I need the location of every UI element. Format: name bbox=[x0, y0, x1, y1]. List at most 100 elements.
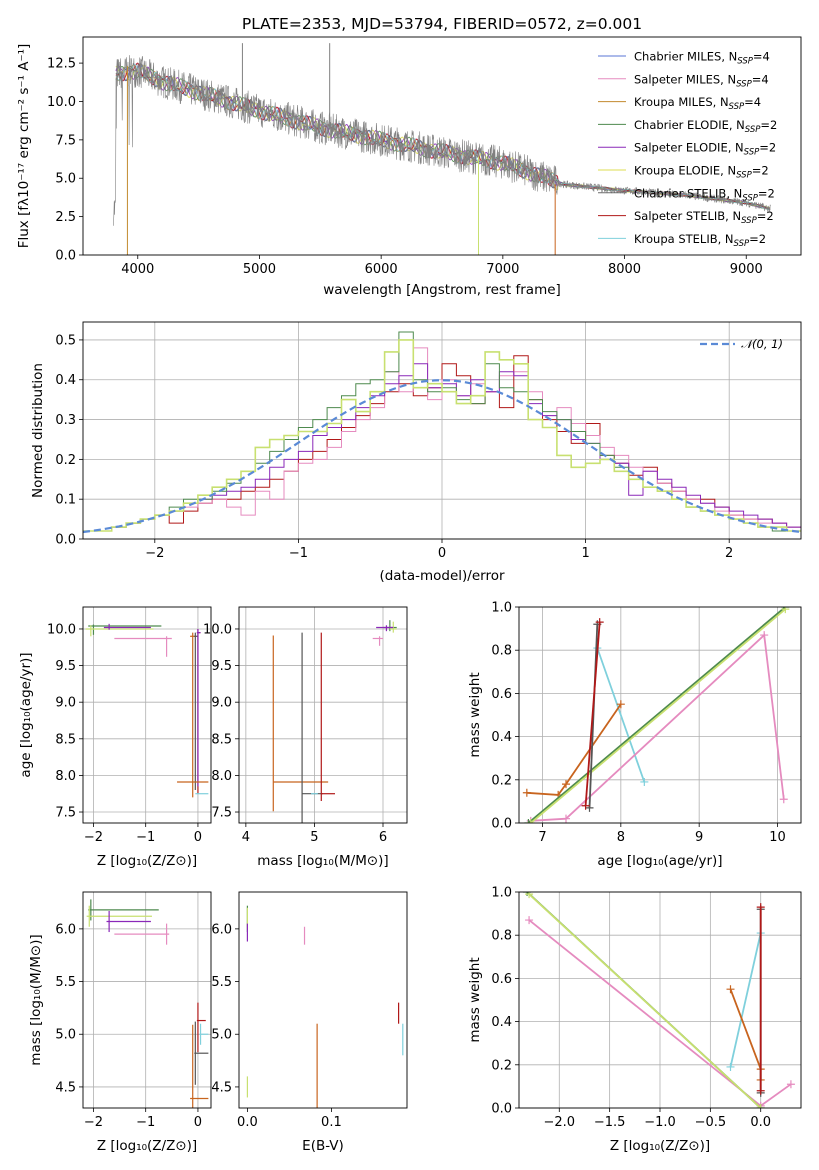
y-tick-label: 0.6 bbox=[491, 687, 512, 702]
x-axis-label: Z [log₁₀(Z/Z⊙)] bbox=[97, 1138, 197, 1154]
axes-frame bbox=[518, 891, 802, 1109]
legend-entry: Kroupa STELIB, NSSP=2 bbox=[634, 232, 766, 249]
x-tick-label: 0.0 bbox=[237, 1115, 258, 1130]
z-age-plot-area bbox=[85, 623, 209, 798]
weight-marker bbox=[640, 777, 649, 786]
x-tick-label: 4000 bbox=[121, 262, 154, 277]
weight-series bbox=[596, 647, 646, 783]
normal-distribution-curve bbox=[83, 379, 801, 534]
y-tick-label: 5.0 bbox=[55, 172, 76, 187]
y-tick-label: 8.5 bbox=[55, 732, 76, 747]
x-tick-label: −2 bbox=[145, 546, 164, 561]
axes-frame bbox=[238, 606, 408, 824]
y-tick-label: 8.5 bbox=[211, 732, 232, 747]
axes-frame bbox=[518, 606, 802, 824]
y-tick-label: 7.5 bbox=[55, 133, 76, 148]
x-tick-label: 6 bbox=[379, 830, 387, 845]
z-weight-chart-plot-area bbox=[523, 892, 795, 1108]
y-tick-label: 4.5 bbox=[55, 1080, 76, 1095]
weight-marker bbox=[522, 788, 531, 797]
y-axis-label: mass weight bbox=[467, 957, 483, 1042]
y-tick-label: 1.0 bbox=[491, 886, 512, 901]
axes-frame bbox=[82, 321, 802, 540]
y-tick-label: 9.5 bbox=[211, 659, 232, 674]
weight-marker bbox=[756, 1104, 765, 1108]
x-tick-label: 0 bbox=[194, 830, 202, 845]
x-tick-label: −2 bbox=[84, 830, 103, 845]
y-tick-label: 0.0 bbox=[491, 817, 512, 832]
y-tick-label: 10.0 bbox=[47, 622, 76, 637]
x-axis-label: Z [log₁₀(Z/Z⊙)] bbox=[97, 853, 197, 869]
x-tick-label: −2 bbox=[84, 1115, 103, 1130]
weight-series bbox=[729, 932, 762, 1068]
x-tick-label: 4 bbox=[242, 830, 250, 845]
x-tick-label: 0.1 bbox=[321, 1115, 342, 1130]
axes-frame bbox=[82, 891, 212, 1109]
y-tick-label: 0.8 bbox=[491, 929, 512, 944]
x-tick-label: 2 bbox=[725, 546, 733, 561]
x-tick-label: 1 bbox=[581, 546, 589, 561]
weight-series bbox=[526, 703, 622, 796]
y-tick-label: 6.0 bbox=[211, 922, 232, 937]
legend-entry: Salpeter STELIB, NSSP=2 bbox=[634, 209, 774, 226]
x-tick-label: −1 bbox=[136, 1115, 155, 1130]
z-mass-plot-area bbox=[86, 899, 209, 1108]
spectrum-plot-area bbox=[113, 43, 771, 255]
y-tick-label: 2.5 bbox=[55, 210, 76, 225]
axes-frame bbox=[82, 36, 802, 256]
y-tick-label: 9.0 bbox=[55, 696, 76, 711]
x-axis-label: age [log₁₀(age/yr)] bbox=[597, 853, 722, 869]
y-tick-label: 0.1 bbox=[55, 493, 76, 508]
weight-marker bbox=[779, 795, 788, 804]
spectrum-chart: 4000 5000 6000 7000 8000 9000 0.0 2.5 5.0 7.5 10.0… bbox=[16, 15, 802, 298]
x-tick-label: 6000 bbox=[365, 262, 398, 277]
weight-marker bbox=[726, 985, 735, 994]
y-tick-label: 6.0 bbox=[55, 922, 76, 937]
mass-age-chart: 4 5 6 7.5 8.0 8.5 9.0 9.5 10.0 mass [log₁₀(M/M⊙)] bbox=[203, 606, 408, 869]
x-axis-label: E(B-V) bbox=[302, 1138, 344, 1154]
z-mass-chart: −2 −1 0 4.5 5.0 5.5 6.0 Z [log₁₀(Z/Z⊙)] mass [lo… bbox=[28, 891, 212, 1154]
x-axis-label: Z [log₁₀(Z/Z⊙)] bbox=[610, 1138, 710, 1154]
weight-series bbox=[530, 633, 785, 822]
weight-marker bbox=[581, 801, 590, 810]
observed-spectrum bbox=[113, 55, 771, 226]
weight-marker bbox=[756, 1086, 765, 1095]
y-tick-label: 5.0 bbox=[55, 1028, 76, 1043]
legend-entry: Kroupa ELODIE, NSSP=2 bbox=[634, 164, 769, 181]
x-tick-label: −1.5 bbox=[594, 1115, 626, 1130]
y-tick-label: 8.0 bbox=[55, 769, 76, 784]
legend-entry: Chabrier MILES, NSSP=4 bbox=[634, 50, 770, 67]
x-tick-label: −2.0 bbox=[543, 1115, 575, 1130]
y-tick-label: 9.0 bbox=[211, 696, 232, 711]
y-tick-label: 0.6 bbox=[491, 972, 512, 987]
x-tick-label: 9000 bbox=[730, 262, 763, 277]
age-weight-chart: 7 8 9 10 0.0 0.2 0.4 0.6 0.8 1.0 age [log₁₀(age/yr… bbox=[467, 601, 802, 869]
legend: Chabrier MILES, NSSP=4 Salpeter MILES, NS… bbox=[598, 50, 777, 249]
x-tick-label: 10 bbox=[769, 830, 786, 845]
x-axis-label: mass [log₁₀(M/M⊙)] bbox=[257, 853, 388, 869]
weight-marker bbox=[525, 892, 534, 899]
x-axis-label: (data-model)/error bbox=[379, 568, 505, 584]
y-tick-label: 0.5 bbox=[55, 333, 76, 348]
weight-series bbox=[528, 893, 762, 1108]
y-tick-label: 8.0 bbox=[211, 769, 232, 784]
weight-marker bbox=[524, 819, 533, 823]
weight-marker bbox=[786, 1080, 795, 1089]
mass-age-plot-area bbox=[272, 620, 397, 823]
weight-marker bbox=[526, 819, 535, 823]
x-tick-label: −0.5 bbox=[695, 1115, 727, 1130]
z-age-chart: −2 −1 0 7.5 8.0 8.5 9.0 9.5 10.0 Z [log₁₀(Z/Z⊙)] a… bbox=[18, 606, 212, 869]
y-tick-label: 0.4 bbox=[491, 730, 512, 745]
y-tick-label: 0.0 bbox=[491, 1102, 512, 1117]
z-weight-chart: −2.0 −1.5 −1.0 −0.5 0.0 0.0 0.2 0.4 0.6 0.8 1.0 Z [… bbox=[467, 886, 802, 1154]
weight-series bbox=[527, 607, 786, 823]
age-weight-chart-plot-area bbox=[522, 607, 790, 823]
x-tick-label: −1.0 bbox=[644, 1115, 676, 1130]
y-tick-label: 0.4 bbox=[491, 1015, 512, 1030]
legend-entry: Kroupa MILES, NSSP=4 bbox=[634, 95, 761, 112]
weight-marker bbox=[781, 607, 790, 614]
legend-entry: 𝒩(0, 1) bbox=[741, 337, 783, 351]
y-axis-label: mass weight bbox=[467, 672, 483, 757]
y-tick-label: 0.8 bbox=[491, 644, 512, 659]
